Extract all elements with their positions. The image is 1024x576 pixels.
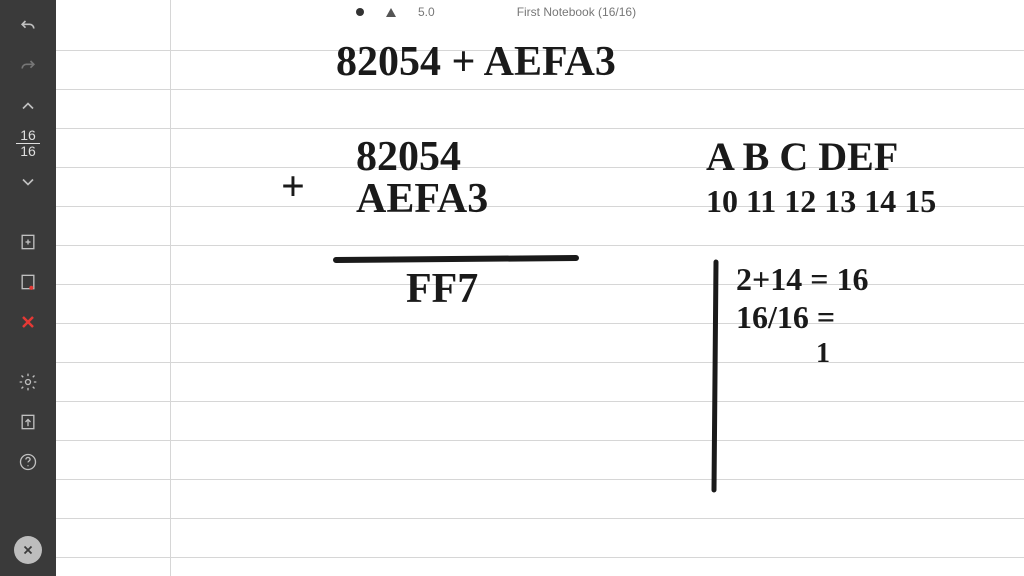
redo-icon [18,56,38,76]
redo-button[interactable] [0,46,56,86]
gear-icon [18,372,38,392]
page-down-button[interactable] [0,162,56,202]
top-bar: 5.0 First Notebook (16/16) [56,0,1024,24]
chevron-up-icon [18,96,38,116]
page-flag-icon [18,272,38,292]
page-total: 16 [16,144,40,159]
pen-shape-indicator[interactable] [386,8,396,17]
toolbar-sidebar: 16 16 [0,0,56,576]
margin-line [170,0,171,576]
close-panel-button[interactable] [14,536,42,564]
export-icon [18,412,38,432]
delete-button[interactable] [0,302,56,342]
undo-button[interactable] [0,6,56,46]
x-icon [21,543,35,557]
undo-icon [18,16,38,36]
pen-color-indicator[interactable] [356,8,364,16]
page-counter: 16 16 [16,128,40,160]
help-icon [18,452,38,472]
close-icon [18,312,38,332]
paper-background [56,0,1024,576]
notebook-title[interactable]: First Notebook (16/16) [517,5,636,19]
page-add-icon [18,232,38,252]
help-button[interactable] [0,442,56,482]
page-flag-button[interactable] [0,262,56,302]
stroke-size-label[interactable]: 5.0 [418,5,435,19]
chevron-down-icon [18,172,38,192]
add-page-button[interactable] [0,222,56,262]
settings-button[interactable] [0,362,56,402]
page-up-button[interactable] [0,86,56,126]
page-current: 16 [16,128,40,144]
export-button[interactable] [0,402,56,442]
